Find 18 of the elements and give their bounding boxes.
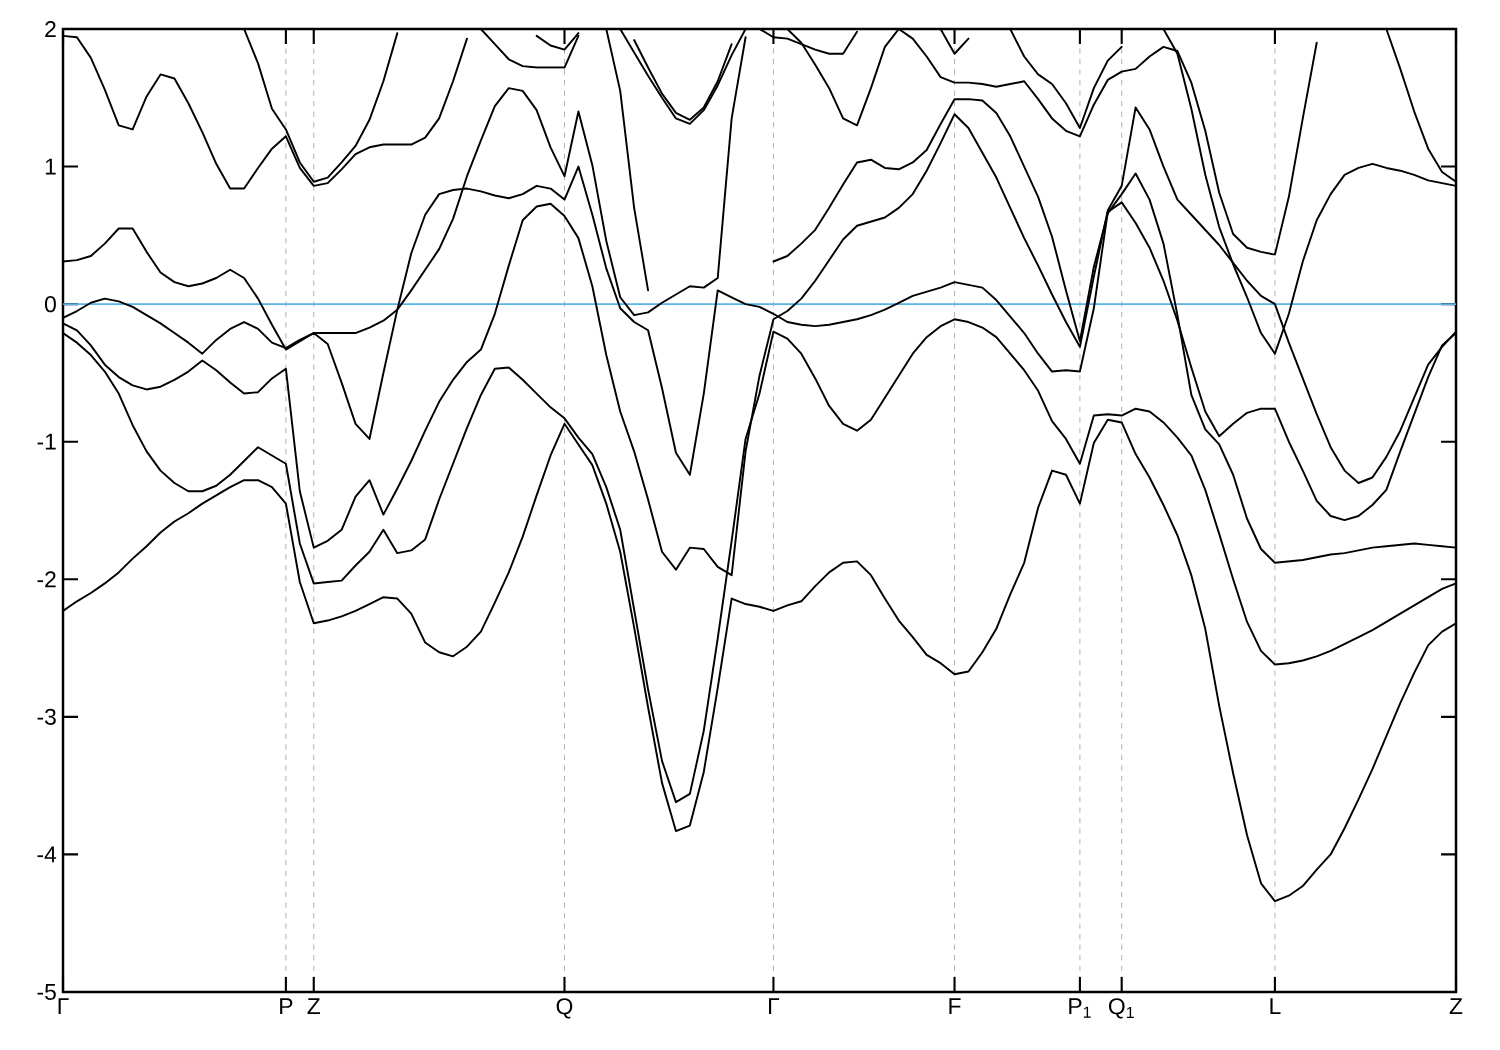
x-tick-label: Γ (58, 998, 69, 1014)
y-tick-label: 0 (44, 296, 56, 313)
y-tick-label: -4 (37, 846, 57, 863)
x-tick-label: Z (307, 998, 320, 1014)
x-tick-label: Z (1449, 998, 1463, 1014)
y-tick-label: -2 (37, 571, 56, 588)
y-tick-label: -1 (37, 433, 56, 450)
y-tick-label: 1 (45, 158, 56, 175)
x-tick-label: P$_{1}$ (1069, 998, 1091, 1018)
y-tick-label: 2 (45, 21, 56, 37)
x-tick-label: F (949, 998, 961, 1014)
x-tick-label: P (280, 998, 293, 1014)
x-tick-label: Γ (769, 998, 780, 1014)
x-tick-label: Q (556, 998, 573, 1019)
y-tick-label: -5 (37, 984, 56, 1000)
x-tick-label: L (1270, 998, 1281, 1014)
x-tick-label: Q$_{1}$ (1109, 998, 1134, 1019)
y-tick-label: -3 (37, 708, 56, 725)
